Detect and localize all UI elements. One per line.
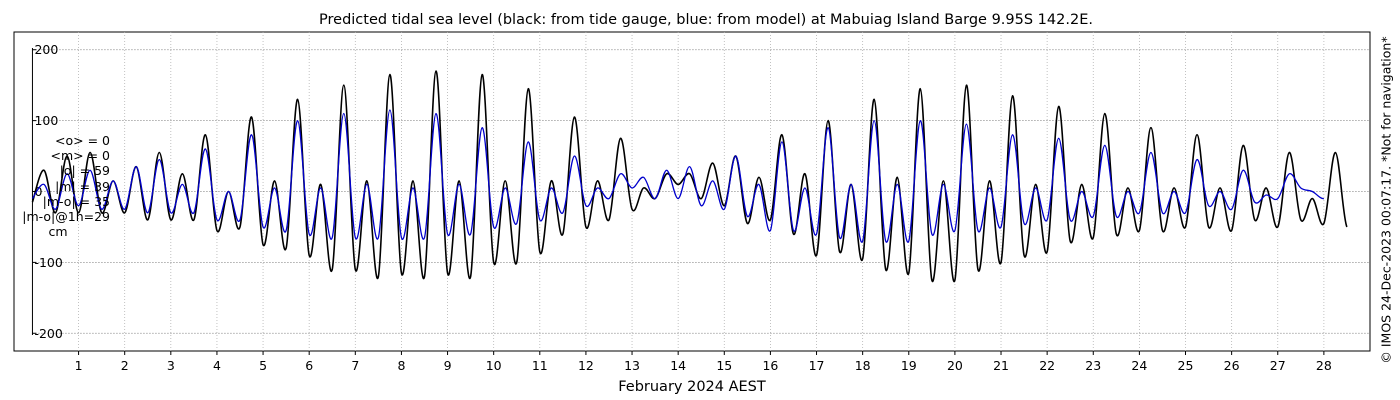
stats-panel: <o> = 0 <m> = 0 |o| = 59 |m| = 39 |m-o| … xyxy=(14,133,110,239)
stat-unit: cm xyxy=(48,224,68,240)
x-tick-label: 2 xyxy=(121,358,129,373)
y-axis: -200 -100 0 100 200 xyxy=(31,42,63,341)
x-tick-label: 25 xyxy=(1178,358,1194,373)
x-tick-label: 8 xyxy=(397,358,405,373)
x-tick-label: 4 xyxy=(213,358,221,373)
stat-abs-observed: |o| = 59 xyxy=(59,163,110,179)
x-tick-label: 9 xyxy=(444,358,452,373)
x-tick-label: 27 xyxy=(1270,358,1286,373)
x-tick-label: 26 xyxy=(1224,358,1240,373)
x-axis-label: February 2024 AEST xyxy=(618,379,766,395)
model-series-line xyxy=(31,109,1324,243)
stat-mean-model: <m> = 0 xyxy=(50,148,111,164)
y-tick-label: 100 xyxy=(34,113,58,128)
x-tick-label: 15 xyxy=(716,358,732,373)
x-axis: 1 2 3 4 5 6 7 8 9 10 11 12 13 14 15 16 17 18 19 20 21 22 23 24 2… xyxy=(75,351,1332,373)
x-tick-label: 24 xyxy=(1131,358,1147,373)
x-tick-label: 21 xyxy=(993,358,1009,373)
x-tick-label: 13 xyxy=(624,358,640,373)
x-tick-label: 11 xyxy=(532,358,548,373)
x-tick-label: 16 xyxy=(762,358,778,373)
x-tick-label: 12 xyxy=(578,358,594,373)
x-tick-label: 17 xyxy=(809,358,825,373)
y-tick-label: -100 xyxy=(34,255,62,270)
y-tick-label: 0 xyxy=(34,184,42,199)
stat-abs-model: |m| = 39 xyxy=(55,178,110,194)
series-layer xyxy=(31,70,1348,283)
grid-layer xyxy=(32,32,1370,351)
x-tick-label: 1 xyxy=(75,358,83,373)
x-tick-label: 7 xyxy=(351,358,359,373)
chart-title: Predicted tidal sea level (black: from t… xyxy=(319,12,1093,28)
x-tick-label: 18 xyxy=(855,358,871,373)
x-tick-label: 23 xyxy=(1085,358,1101,373)
x-tick-label: 22 xyxy=(1039,358,1055,373)
x-tick-label: 3 xyxy=(167,358,175,373)
stat-abs-diff-1h: |m-o|@1h=29 xyxy=(22,209,110,225)
y-tick-label: -200 xyxy=(34,326,62,341)
stat-abs-diff: |m-o| = 35 xyxy=(42,193,110,209)
x-tick-label: 14 xyxy=(670,358,686,373)
x-tick-label: 10 xyxy=(486,358,502,373)
x-tick-label: 5 xyxy=(259,358,267,373)
x-tick-label: 20 xyxy=(947,358,963,373)
x-tick-label: 28 xyxy=(1316,358,1332,373)
x-tick-label: 6 xyxy=(305,358,313,373)
credit-text: © IMOS 24-Dec-2023 00:07:17. *Not for na… xyxy=(1378,36,1394,364)
y-tick-label: 200 xyxy=(34,42,58,57)
x-tick-label: 19 xyxy=(901,358,917,373)
stat-mean-observed: <o> = 0 xyxy=(55,133,110,148)
